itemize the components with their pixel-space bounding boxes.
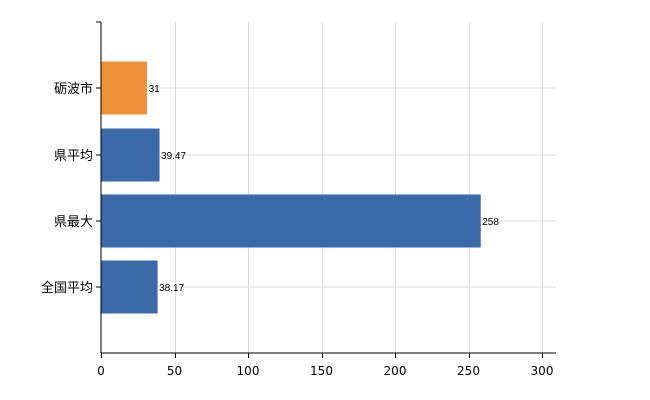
bar [101,260,158,314]
data-label: 258 [482,217,499,228]
bar [101,128,160,182]
data-label: 31 [149,84,161,95]
category-label: 県平均 [54,149,93,164]
data-label: 39.47 [161,151,186,162]
x-tick-label: 150 [310,364,333,378]
category-label: 全国平均 [41,280,93,296]
bars [101,61,481,314]
labels: 0 50 100 150 200 250 300 砺波市 31 県平均 39.47 県最大 258 全国平… [41,81,553,378]
bar [101,194,481,248]
bar [101,61,148,115]
data-label: 38.17 [159,283,184,294]
gridlines [101,22,556,353]
x-tick-label: 0 [97,364,105,378]
category-label: 砺波市 [54,81,93,97]
category-label: 県最大 [54,215,93,230]
x-tick-label: 300 [531,364,554,378]
x-tick-label: 250 [457,364,480,378]
x-tick-label: 200 [384,364,407,378]
x-tick-label: 50 [167,364,182,378]
x-tick-label: 100 [237,364,260,378]
axes [96,21,556,358]
